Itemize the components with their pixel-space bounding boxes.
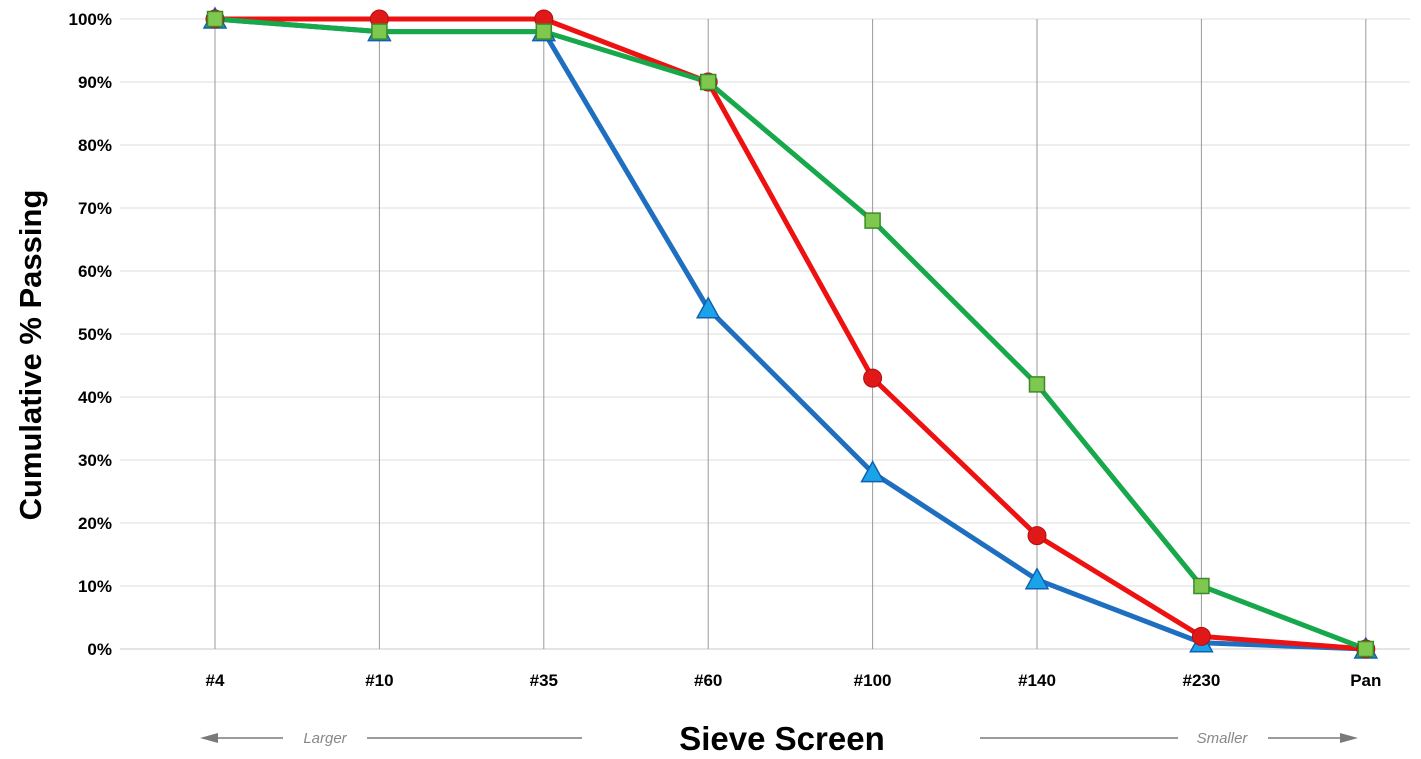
- square-marker: [864, 212, 881, 229]
- larger-hint-label: Larger: [303, 730, 347, 747]
- larger-arrow: [200, 733, 582, 743]
- series-circle-line: [212, 16, 1369, 652]
- smaller-arrow: [980, 733, 1358, 743]
- y-tick-label: 70%: [78, 199, 112, 218]
- hint-arrows: [200, 733, 1358, 743]
- square-marker: [699, 73, 717, 91]
- x-tick-label: #230: [1182, 671, 1220, 690]
- square-marker: [535, 23, 553, 40]
- y-tick-label: 100%: [69, 10, 112, 29]
- y-tick-label: 40%: [78, 388, 112, 407]
- grid-layer: [120, 18, 1410, 650]
- square-marker: [206, 10, 224, 28]
- x-tick-label: #35: [530, 671, 558, 690]
- square-marker: [1193, 577, 1210, 595]
- y-tick-label: 10%: [78, 577, 112, 596]
- y-tick-label: 90%: [78, 73, 112, 92]
- circle-marker: [1027, 526, 1047, 546]
- triangle-marker: [1024, 567, 1050, 590]
- circle-marker: [1191, 626, 1211, 646]
- square-marker: [1357, 640, 1375, 658]
- y-tick-label: 30%: [78, 451, 112, 470]
- x-tick-label: #140: [1018, 671, 1056, 690]
- circle-marker: [863, 368, 883, 388]
- triangle-marker: [695, 296, 721, 319]
- square-marker: [1028, 376, 1046, 393]
- square-marker: [371, 23, 388, 40]
- y-tick-label: 60%: [78, 262, 112, 281]
- y-tick-label: 0%: [87, 640, 112, 659]
- smaller-hint-label: Smaller: [1197, 730, 1249, 747]
- x-tick-label: Pan: [1350, 671, 1381, 690]
- label-layer: Cumulative % Passing Sieve Screen Larger…: [13, 10, 1381, 757]
- x-tick-label: #100: [854, 671, 892, 690]
- x-tick-label: #4: [206, 671, 225, 690]
- y-tick-label: 50%: [78, 325, 112, 344]
- series-square-line: [212, 16, 1369, 652]
- x-axis-label: Sieve Screen: [679, 720, 884, 754]
- y-tick-label: 20%: [78, 514, 112, 533]
- triangle-marker: [860, 460, 885, 483]
- series-layer: [202, 6, 1379, 659]
- y-axis-label: Cumulative % Passing: [13, 190, 48, 521]
- y-tick-label: 80%: [78, 136, 112, 155]
- x-tick-label: #60: [694, 671, 722, 690]
- x-tick-label: #10: [365, 671, 393, 690]
